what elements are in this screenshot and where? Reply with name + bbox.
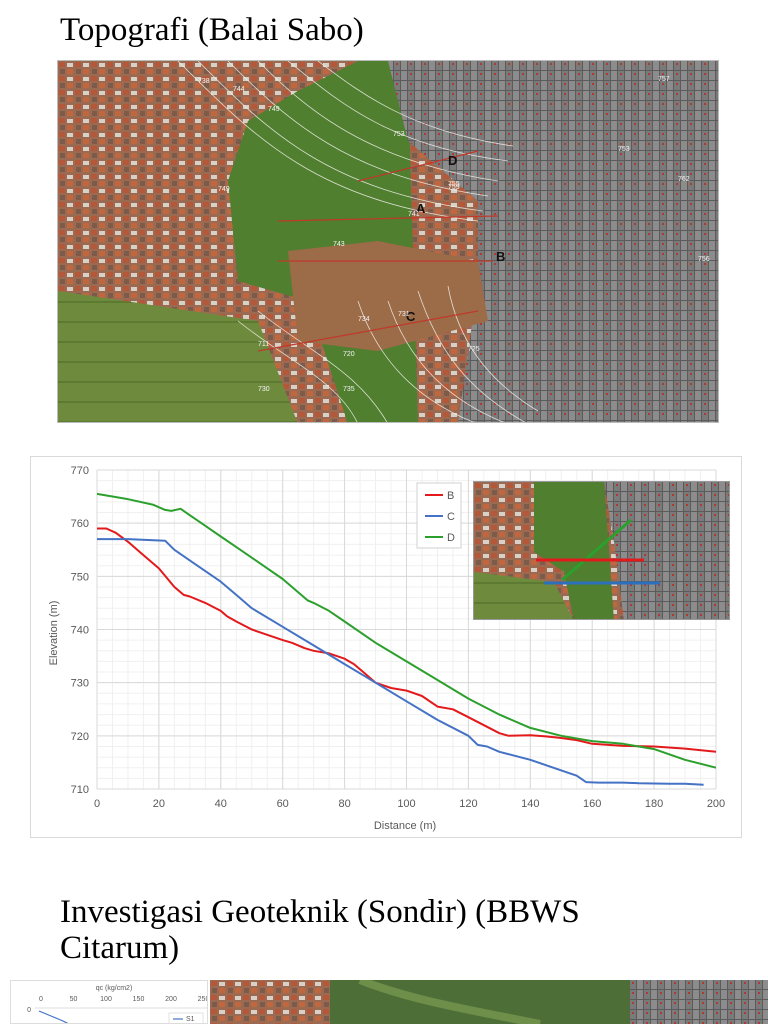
sondir-y-tick: 0	[27, 1007, 31, 1014]
contour-label: 749	[218, 186, 230, 193]
x-axis-label: Distance (m)	[374, 820, 436, 832]
x-tick-label: 0	[94, 798, 100, 810]
contour-label: 711	[258, 341, 269, 348]
x-tick-label: 40	[215, 798, 227, 810]
contour-label: 730	[258, 386, 270, 393]
y-tick-label: 750	[71, 571, 89, 583]
sondir-x-tick: 250	[198, 996, 208, 1003]
sondir-axis-title: qc (kg/cm2)	[96, 985, 133, 992]
section-lines	[257, 150, 499, 352]
x-tick-label: 140	[521, 798, 539, 810]
x-tick-label: 20	[153, 798, 165, 810]
inset-location-map	[473, 481, 730, 620]
section-label-d: D	[448, 153, 457, 168]
y-tick-label: 730	[71, 678, 89, 690]
contour-label: 734	[358, 316, 370, 323]
section-title-investigasi: Investigasi Geoteknik (Sondir) (BBWS Cit…	[60, 894, 580, 966]
section-label-a: A	[416, 201, 426, 216]
x-tick-label: 160	[583, 798, 601, 810]
contour-label: 743	[333, 241, 345, 248]
sondir-x-tick: 200	[165, 996, 177, 1003]
topography-aerial-photo: A B C D 738 744 749 741 755 753 759 749 …	[57, 60, 719, 423]
y-axis-label: Elevation (m)	[48, 601, 60, 666]
contour-label: 762	[678, 176, 690, 183]
sondir-photo-svg	[210, 980, 768, 1024]
sondir-aerial-photo	[210, 980, 768, 1024]
legend-label: D	[447, 532, 455, 544]
y-tick-label: 740	[71, 625, 89, 637]
contour-label: 738	[198, 78, 210, 85]
sondir-chart: qc (kg/cm2) 0 50 100 150 200 250 0 S1	[10, 980, 208, 1024]
contour-label: 749	[268, 106, 280, 113]
x-tick-label: 200	[707, 798, 725, 810]
contour-label: 744	[233, 86, 245, 93]
y-tick-label: 770	[71, 465, 89, 477]
legend-label: B	[447, 490, 454, 502]
y-tick-label: 720	[71, 731, 89, 743]
contour-label: 735	[343, 386, 355, 393]
contour-label: 757	[658, 76, 670, 83]
contour-label: 725	[468, 346, 480, 353]
contour-label: 756	[698, 256, 710, 263]
contour-label: 720	[343, 351, 355, 358]
y-tick-label: 710	[71, 784, 89, 796]
section-label-c: C	[406, 309, 416, 324]
section-label-b: B	[496, 249, 505, 264]
sondir-x-tick: 100	[100, 996, 112, 1003]
contour-label: 753	[393, 131, 405, 138]
legend-label: C	[447, 511, 455, 523]
contour-label: 731	[398, 311, 410, 318]
sondir-legend	[168, 1012, 204, 1023]
chart-legend: BCD	[416, 482, 462, 549]
series-line-d	[96, 492, 717, 769]
sondir-x-tick: 0	[39, 996, 43, 1003]
series-line-c	[97, 538, 704, 786]
sondir-x-tick: 150	[133, 996, 145, 1003]
sondir-series-line	[38, 1010, 69, 1023]
y-tick-label: 760	[71, 518, 89, 530]
topography-map-svg: A B C D 738 744 749 741 755 753 759 749 …	[58, 61, 718, 422]
x-tick-label: 100	[397, 798, 415, 810]
x-tick-label: 180	[645, 798, 663, 810]
series-line-b	[97, 527, 717, 753]
inset-line-d	[561, 518, 632, 582]
x-tick-label: 80	[338, 798, 350, 810]
contour-label: 759	[448, 184, 460, 191]
contour-label: 741	[408, 211, 420, 218]
section-title-topografi: Topografi (Balai Sabo)	[60, 12, 364, 48]
contour-label: 755	[448, 181, 460, 188]
x-tick-label: 60	[277, 798, 289, 810]
contour-label: 753	[618, 146, 630, 153]
x-tick-label: 120	[459, 798, 477, 810]
sondir-legend-label: S1	[186, 1016, 195, 1023]
sondir-chart-svg: qc (kg/cm2) 0 50 100 150 200 250 0 S1	[27, 985, 208, 1023]
inset-map-svg	[474, 482, 729, 619]
sondir-x-tick: 50	[70, 996, 78, 1003]
